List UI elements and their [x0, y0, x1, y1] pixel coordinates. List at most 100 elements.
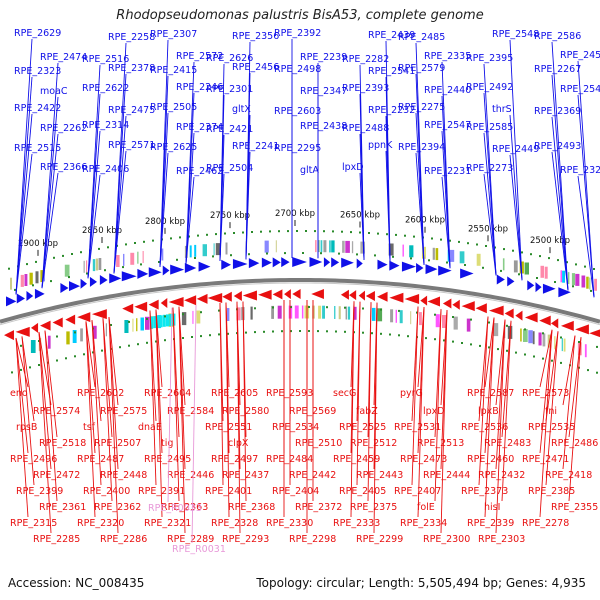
reverse-gene-arrow: [184, 295, 197, 306]
forward-gene-arrow: [425, 264, 438, 275]
reverse-function-bar: [435, 314, 440, 328]
tick-dot: [83, 353, 85, 356]
reverse-function-bar: [196, 310, 201, 324]
forward-gene-label: RPE_2282: [342, 54, 389, 65]
tick-dot: [488, 321, 490, 324]
forward-gene-arrow: [401, 261, 416, 272]
reverse-function-bar: [66, 331, 70, 345]
forward-function-bar: [562, 270, 565, 283]
reverse-function-bar: [277, 305, 282, 319]
tick-dot: [560, 361, 562, 364]
forward-function-bar: [40, 270, 44, 283]
reverse-gene-leader: [568, 337, 582, 502]
reverse-gene-label: RPE_2355: [551, 502, 598, 513]
tick-dot: [233, 232, 235, 234]
forward-gene-label: RPE_2394: [398, 142, 445, 153]
reverse-gene-arrow: [389, 292, 404, 303]
reverse-function-bar: [156, 315, 160, 328]
reverse-function-bar: [72, 330, 77, 343]
reverse-gene-label: RPE_2531: [394, 422, 441, 433]
reverse-gene-label: RPE_2512: [350, 438, 397, 449]
reverse-gene-leader: [85, 321, 96, 388]
forward-gene-leader: [87, 174, 101, 279]
forward-function-bar: [318, 240, 320, 253]
reverse-gene-label: lpxB: [478, 406, 499, 417]
forward-gene-label: RPE_2258: [108, 32, 155, 43]
forward-function-bar: [92, 259, 96, 272]
reverse-function-bar: [318, 305, 322, 319]
reverse-function-bar: [395, 309, 397, 323]
reverse-gene-label: RPE_2372: [295, 502, 342, 513]
reverse-gene-label: RPE_2399: [16, 486, 63, 497]
reverse-gene-leader: [85, 321, 96, 454]
reverse-function-bar: [338, 306, 341, 320]
reverse-gene-arrow: [52, 317, 63, 328]
reverse-gene-arrow: [475, 303, 487, 314]
reverse-gene-leader: [108, 316, 119, 534]
forward-function-bar: [513, 260, 518, 273]
tick-dot: [302, 252, 304, 254]
tick-dot: [296, 230, 298, 232]
reverse-function-bar: [80, 328, 83, 342]
reverse-gene-label: RPE_2289: [167, 534, 214, 545]
reverse-gene-arrow: [550, 318, 559, 329]
forward-function-bar: [540, 265, 544, 278]
reverse-function-bar: [419, 312, 422, 326]
reverse-function-bar: [124, 320, 129, 333]
reverse-function-bar: [584, 344, 587, 358]
forward-gene-label: RPE_2629: [14, 28, 61, 39]
forward-function-bar: [423, 246, 426, 259]
reverse-gene-arrow: [222, 291, 232, 302]
forward-function-bar: [275, 240, 277, 253]
forward-gene-leader: [385, 115, 391, 262]
forward-function-bar: [29, 272, 33, 285]
reverse-gene-leader: [417, 307, 425, 388]
tick-dot: [461, 342, 463, 344]
reverse-gene-label: pyrG: [400, 388, 423, 399]
reverse-gene-label: RPE_2407: [394, 486, 441, 497]
kbp-tick-label: 2600 kbp: [405, 216, 445, 226]
tick-dot: [140, 263, 142, 266]
tick-dot: [272, 330, 274, 333]
reverse-gene-label: RPE_2518: [39, 438, 86, 449]
forward-gene-arrow: [148, 267, 162, 278]
tick-dot: [335, 330, 337, 333]
tick-dot: [110, 324, 112, 326]
reverse-gene-arrow: [242, 290, 257, 301]
reverse-gene-label: RPE_2405: [339, 486, 386, 497]
tick-dot: [413, 235, 415, 238]
forward-gene-arrow: [416, 263, 424, 274]
reverse-gene-label: eno: [10, 388, 28, 399]
tick-dot: [176, 258, 178, 261]
reverse-gene-label: tig: [161, 438, 173, 449]
tick-dot: [146, 318, 148, 320]
reverse-gene-leader: [373, 302, 378, 534]
reverse-gene-label: secG: [333, 388, 356, 399]
reverse-function-bar: [236, 307, 241, 321]
tick-dot: [497, 348, 499, 351]
reverse-function-bar: [271, 305, 274, 319]
forward-function-bar: [581, 275, 586, 288]
reverse-gene-leader: [350, 301, 355, 518]
tick-dot: [374, 254, 376, 257]
forward-gene-label: RPE_2231: [424, 166, 471, 177]
tick-dot: [320, 252, 322, 255]
reverse-gene-label: RPE_2604: [144, 388, 191, 399]
reverse-gene-label: RPE_2584: [167, 406, 214, 417]
reverse-function-bar: [294, 305, 299, 319]
reverse-function-bar: [47, 335, 51, 349]
forward-gene-label: RPE_2440: [424, 85, 471, 96]
tick-dot: [269, 230, 271, 233]
forward-function-bar: [142, 251, 144, 263]
tick-dot: [590, 289, 592, 292]
tick-dot: [260, 230, 262, 233]
reverse-gene-leader: [501, 320, 512, 438]
forward-gene-label: moaC: [40, 86, 68, 97]
reverse-gene-leader: [367, 302, 372, 502]
tick-dot: [104, 269, 106, 272]
forward-function-bar: [594, 278, 597, 291]
forward-gene-label: RPE_2273: [466, 163, 513, 174]
tick-dot: [359, 231, 361, 234]
reverse-gene-arrow: [207, 292, 223, 303]
tick-dot: [227, 332, 229, 335]
